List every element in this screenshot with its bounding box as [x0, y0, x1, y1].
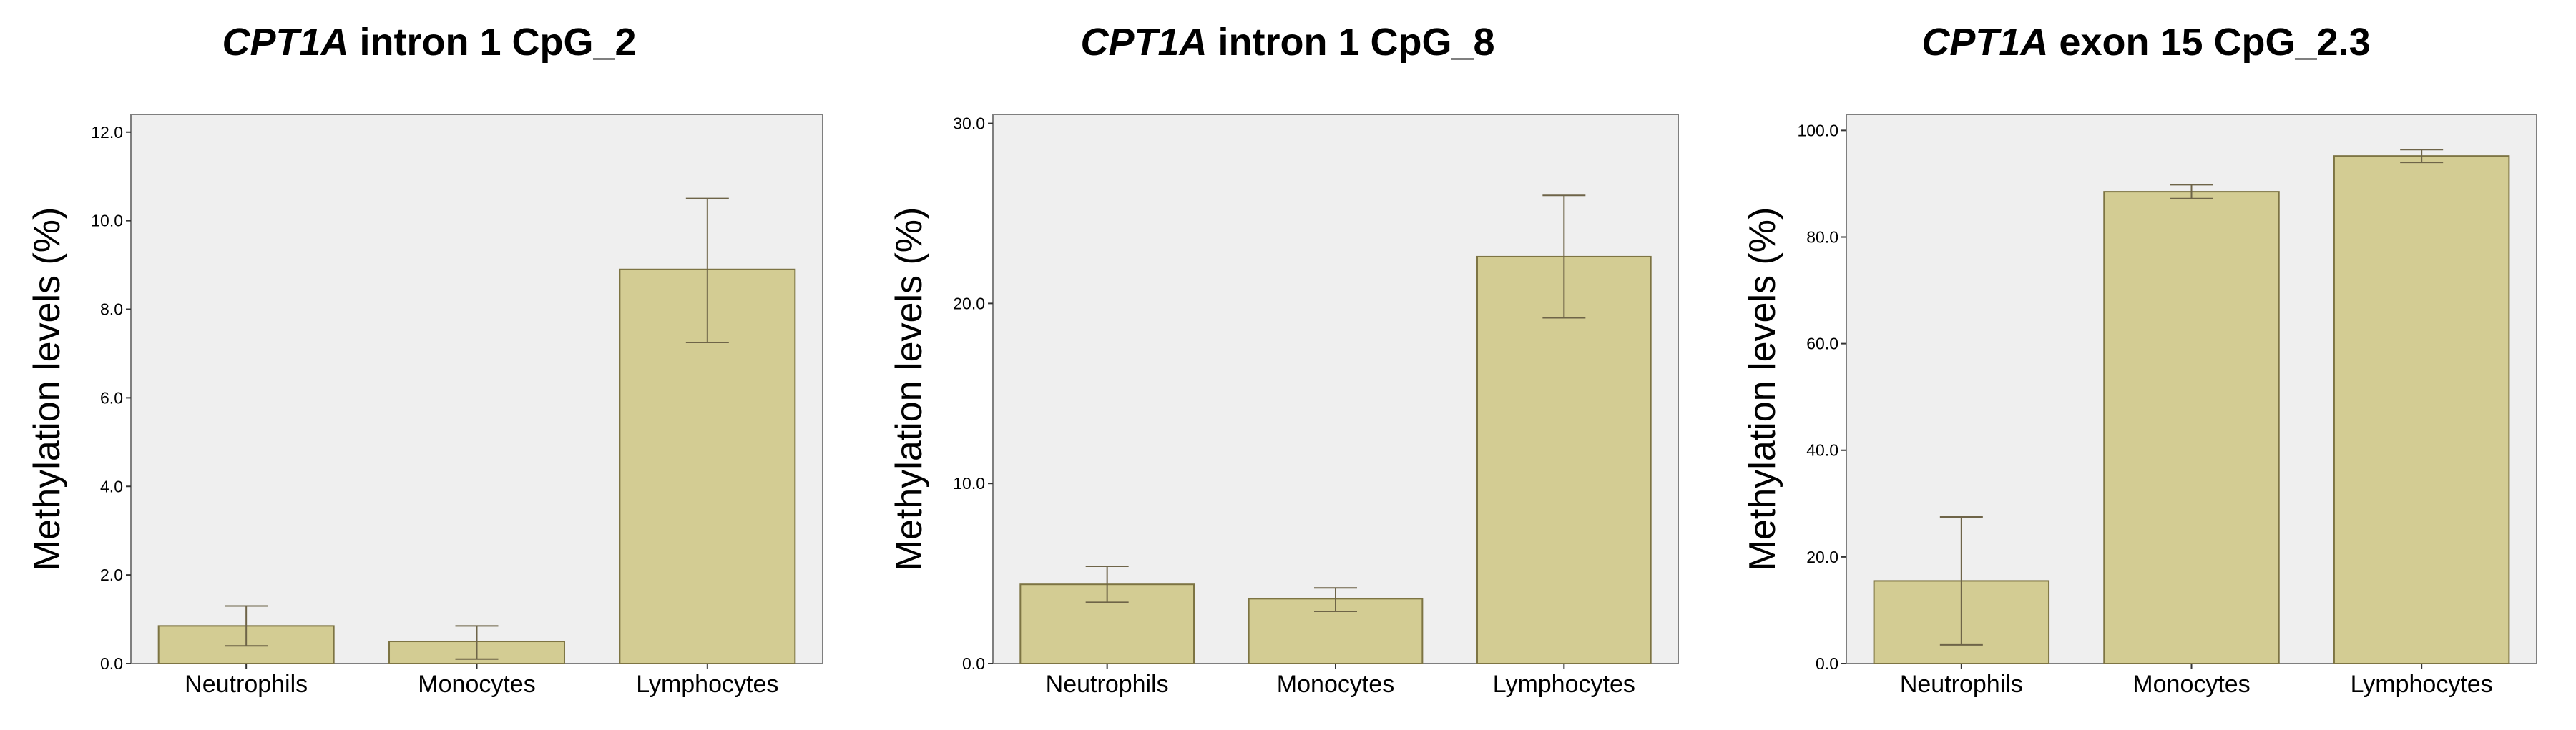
- y-tick-label: 10.0: [953, 474, 985, 493]
- y-tick-label: 100.0: [1797, 121, 1838, 139]
- y-tick-label: 2.0: [100, 566, 123, 584]
- chart-title: CPT1A exon 15 CpG_2.3: [1717, 20, 2575, 64]
- chart-title-gene: CPT1A: [1080, 21, 1208, 64]
- bar-chart-1: 0.0 2.0 4.0 6.0 8.0 10.0 12.0 Methylation level…: [26, 114, 823, 698]
- chart-title-gene: CPT1A: [222, 21, 349, 64]
- bar: [2103, 191, 2280, 664]
- x-tick-label: Lymphocytes: [2351, 671, 2493, 698]
- x-tick-label: Monocytes: [1277, 671, 1394, 698]
- y-tick-label: 60.0: [1806, 335, 1838, 353]
- y-tick-label: 4.0: [100, 477, 123, 495]
- x-tick-label: Lymphocytes: [1493, 671, 1635, 698]
- y-tick-label: 20.0: [953, 294, 985, 312]
- x-tick-label: Lymphocytes: [636, 671, 778, 698]
- y-axis-title: Methylation levels (%): [888, 207, 930, 571]
- chart-title-text: intron 1 CpG_2: [348, 21, 637, 64]
- x-tick-label: Neutrophils: [185, 671, 308, 698]
- chart-panel-1: CPT1A intron 1 CpG_2 0.0 2.0 4.0 6.0 8.0 10.0…: [0, 0, 858, 730]
- bar-chart-2: 0.0 10.0 20.0 30.0 Methylation levels (%) Neu…: [888, 114, 1679, 698]
- y-tick-label: 20.0: [1806, 548, 1838, 566]
- chart-title: CPT1A intron 1 CpG_8: [858, 20, 1717, 64]
- y-tick-label: 10.0: [91, 212, 123, 230]
- bar: [1019, 583, 1195, 664]
- y-tick-label: 40.0: [1806, 441, 1838, 460]
- y-tick-label: 0.0: [1816, 654, 1838, 673]
- chart-title-gene: CPT1A: [1921, 21, 2049, 64]
- chart-panel-3: CPT1A exon 15 CpG_2.3 0.0 20.0 40.0 60.0 80.…: [1717, 0, 2575, 730]
- x-tick-label: Neutrophils: [1046, 671, 1169, 698]
- y-tick-label: 80.0: [1806, 227, 1838, 246]
- bar: [2333, 155, 2510, 664]
- bar: [1476, 255, 1652, 665]
- chart-title-text: intron 1 CpG_8: [1207, 21, 1495, 64]
- x-tick-label: Monocytes: [2132, 671, 2250, 698]
- y-tick-label: 30.0: [953, 114, 985, 133]
- chart-title-text: exon 15 CpG_2.3: [2048, 21, 2371, 64]
- y-tick-label: 0.0: [962, 654, 985, 673]
- chart-title: CPT1A intron 1 CpG_2: [0, 20, 858, 64]
- chart-panel-2: CPT1A intron 1 CpG_8 0.0 10.0 20.0 30.0 Meth…: [858, 0, 1717, 730]
- x-tick-label: Monocytes: [418, 671, 535, 698]
- bar-chart-3: 0.0 20.0 40.0 60.0 80.0 100.0 Methylation leve…: [1742, 114, 2537, 698]
- y-tick-label: 8.0: [100, 300, 123, 319]
- y-axis-title: Methylation levels (%): [26, 207, 68, 571]
- y-tick-label: 0.0: [100, 654, 123, 673]
- y-axis-title: Methylation levels (%): [1742, 207, 1783, 571]
- x-tick-label: Neutrophils: [1900, 671, 2023, 698]
- y-tick-label: 12.0: [91, 123, 123, 142]
- y-tick-label: 6.0: [100, 388, 123, 407]
